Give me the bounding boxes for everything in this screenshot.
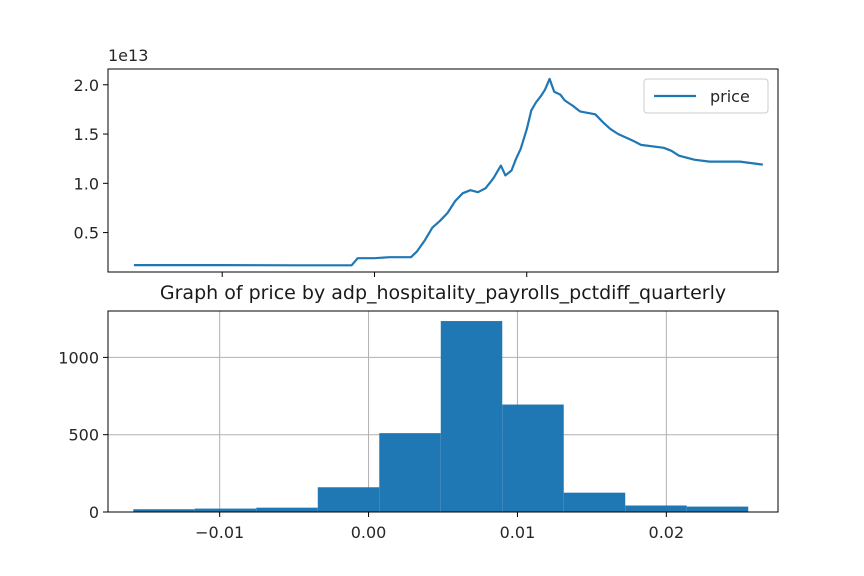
legend-box <box>643 78 769 114</box>
y-tick-label: 0 <box>89 503 99 522</box>
y-tick-label: 500 <box>68 426 99 445</box>
x-tick-label: 0.00 <box>351 523 387 542</box>
y-tick-label: 2.0 <box>74 76 99 95</box>
y-tick-label: 0.5 <box>74 224 99 243</box>
histogram-bar <box>502 404 564 512</box>
histogram-bar <box>686 506 749 512</box>
histogram-bar <box>440 321 503 512</box>
plot-frame <box>107 68 779 273</box>
histogram-bar <box>133 509 195 512</box>
x-tick-label: −0.01 <box>195 523 244 542</box>
x-tick-label: 0.01 <box>500 523 536 542</box>
histogram-bar <box>563 492 626 512</box>
histogram-bar <box>379 433 441 512</box>
x-tick-label: 0.02 <box>649 523 685 542</box>
y-tick-label: 1.0 <box>74 174 99 193</box>
histogram-bar <box>317 487 380 512</box>
price-line-chart: 0.5 1.0 1.5 2.0 1e13 price <box>74 46 779 277</box>
y-tick-label: 1000 <box>58 348 99 367</box>
chart-title: Graph of price by adp_hospitality_payrol… <box>160 282 726 304</box>
y-offset-label: 1e13 <box>108 46 148 65</box>
price-histogram-chart: −0.01 0.00 0.01 0.02 0 500 1000 Graph of price … <box>58 282 779 542</box>
legend-label: price <box>710 87 750 106</box>
histogram-bar <box>194 508 257 512</box>
plot-frame <box>107 310 779 513</box>
histogram-bar <box>256 507 318 512</box>
legend: price <box>643 78 769 114</box>
y-tick-label: 1.5 <box>74 125 99 144</box>
histogram-bar <box>625 505 687 512</box>
price-series-line <box>133 77 763 267</box>
